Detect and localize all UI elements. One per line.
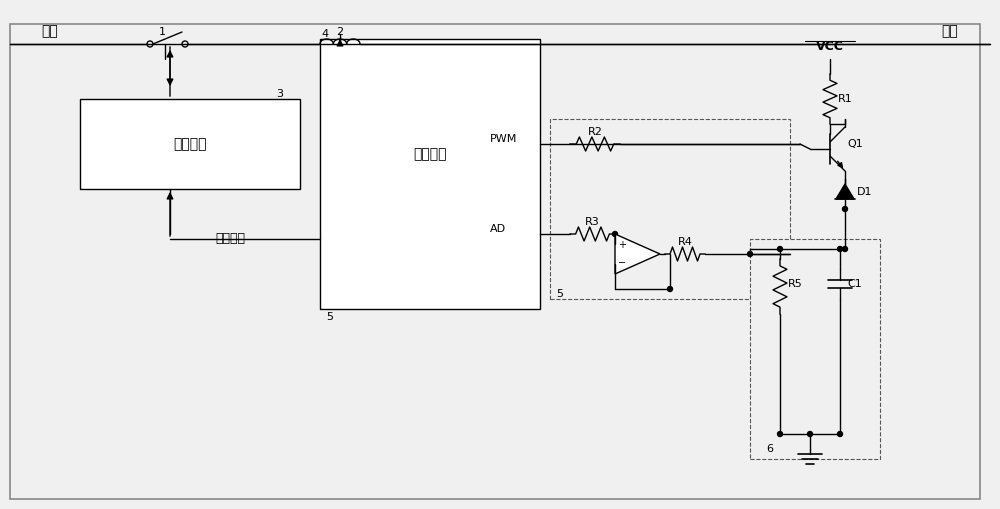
Circle shape	[838, 246, 842, 251]
Text: R4: R4	[678, 237, 692, 247]
Circle shape	[838, 432, 842, 437]
Text: 4: 4	[321, 29, 329, 39]
Text: C1: C1	[848, 279, 862, 289]
Text: 电源: 电源	[42, 24, 58, 38]
Circle shape	[842, 246, 848, 251]
Text: AD: AD	[490, 224, 506, 234]
Circle shape	[808, 432, 812, 437]
Text: 6: 6	[767, 444, 774, 454]
Bar	[550, 119, 790, 299]
Text: 负载: 负载	[942, 24, 958, 38]
Text: R1: R1	[838, 94, 852, 104]
Bar	[750, 239, 880, 459]
Text: R3: R3	[585, 217, 600, 227]
Polygon shape	[836, 184, 854, 199]
Circle shape	[778, 246, 782, 251]
Text: 1: 1	[158, 27, 166, 37]
Text: 脱扣控制: 脱扣控制	[215, 233, 245, 245]
Circle shape	[748, 251, 753, 257]
Text: 5: 5	[326, 312, 334, 322]
Circle shape	[612, 232, 618, 237]
Text: PWM: PWM	[490, 134, 517, 144]
Circle shape	[668, 287, 672, 292]
Text: R5: R5	[788, 279, 802, 289]
Text: 脱扣线圈: 脱扣线圈	[173, 137, 207, 151]
Text: D1: D1	[857, 187, 873, 197]
Text: 2: 2	[336, 27, 344, 37]
Text: 微处理器: 微处理器	[413, 147, 447, 161]
Text: R2: R2	[588, 127, 602, 137]
Bar	[320, 39, 540, 309]
Circle shape	[778, 432, 782, 437]
Text: VCC: VCC	[816, 41, 844, 53]
Text: Q1: Q1	[847, 139, 863, 149]
Polygon shape	[615, 234, 660, 274]
Text: 3: 3	[276, 89, 284, 99]
Circle shape	[842, 207, 848, 212]
Text: −: −	[618, 258, 626, 268]
Text: +: +	[618, 240, 626, 250]
Text: 5: 5	[556, 289, 564, 299]
Bar	[80, 99, 300, 189]
